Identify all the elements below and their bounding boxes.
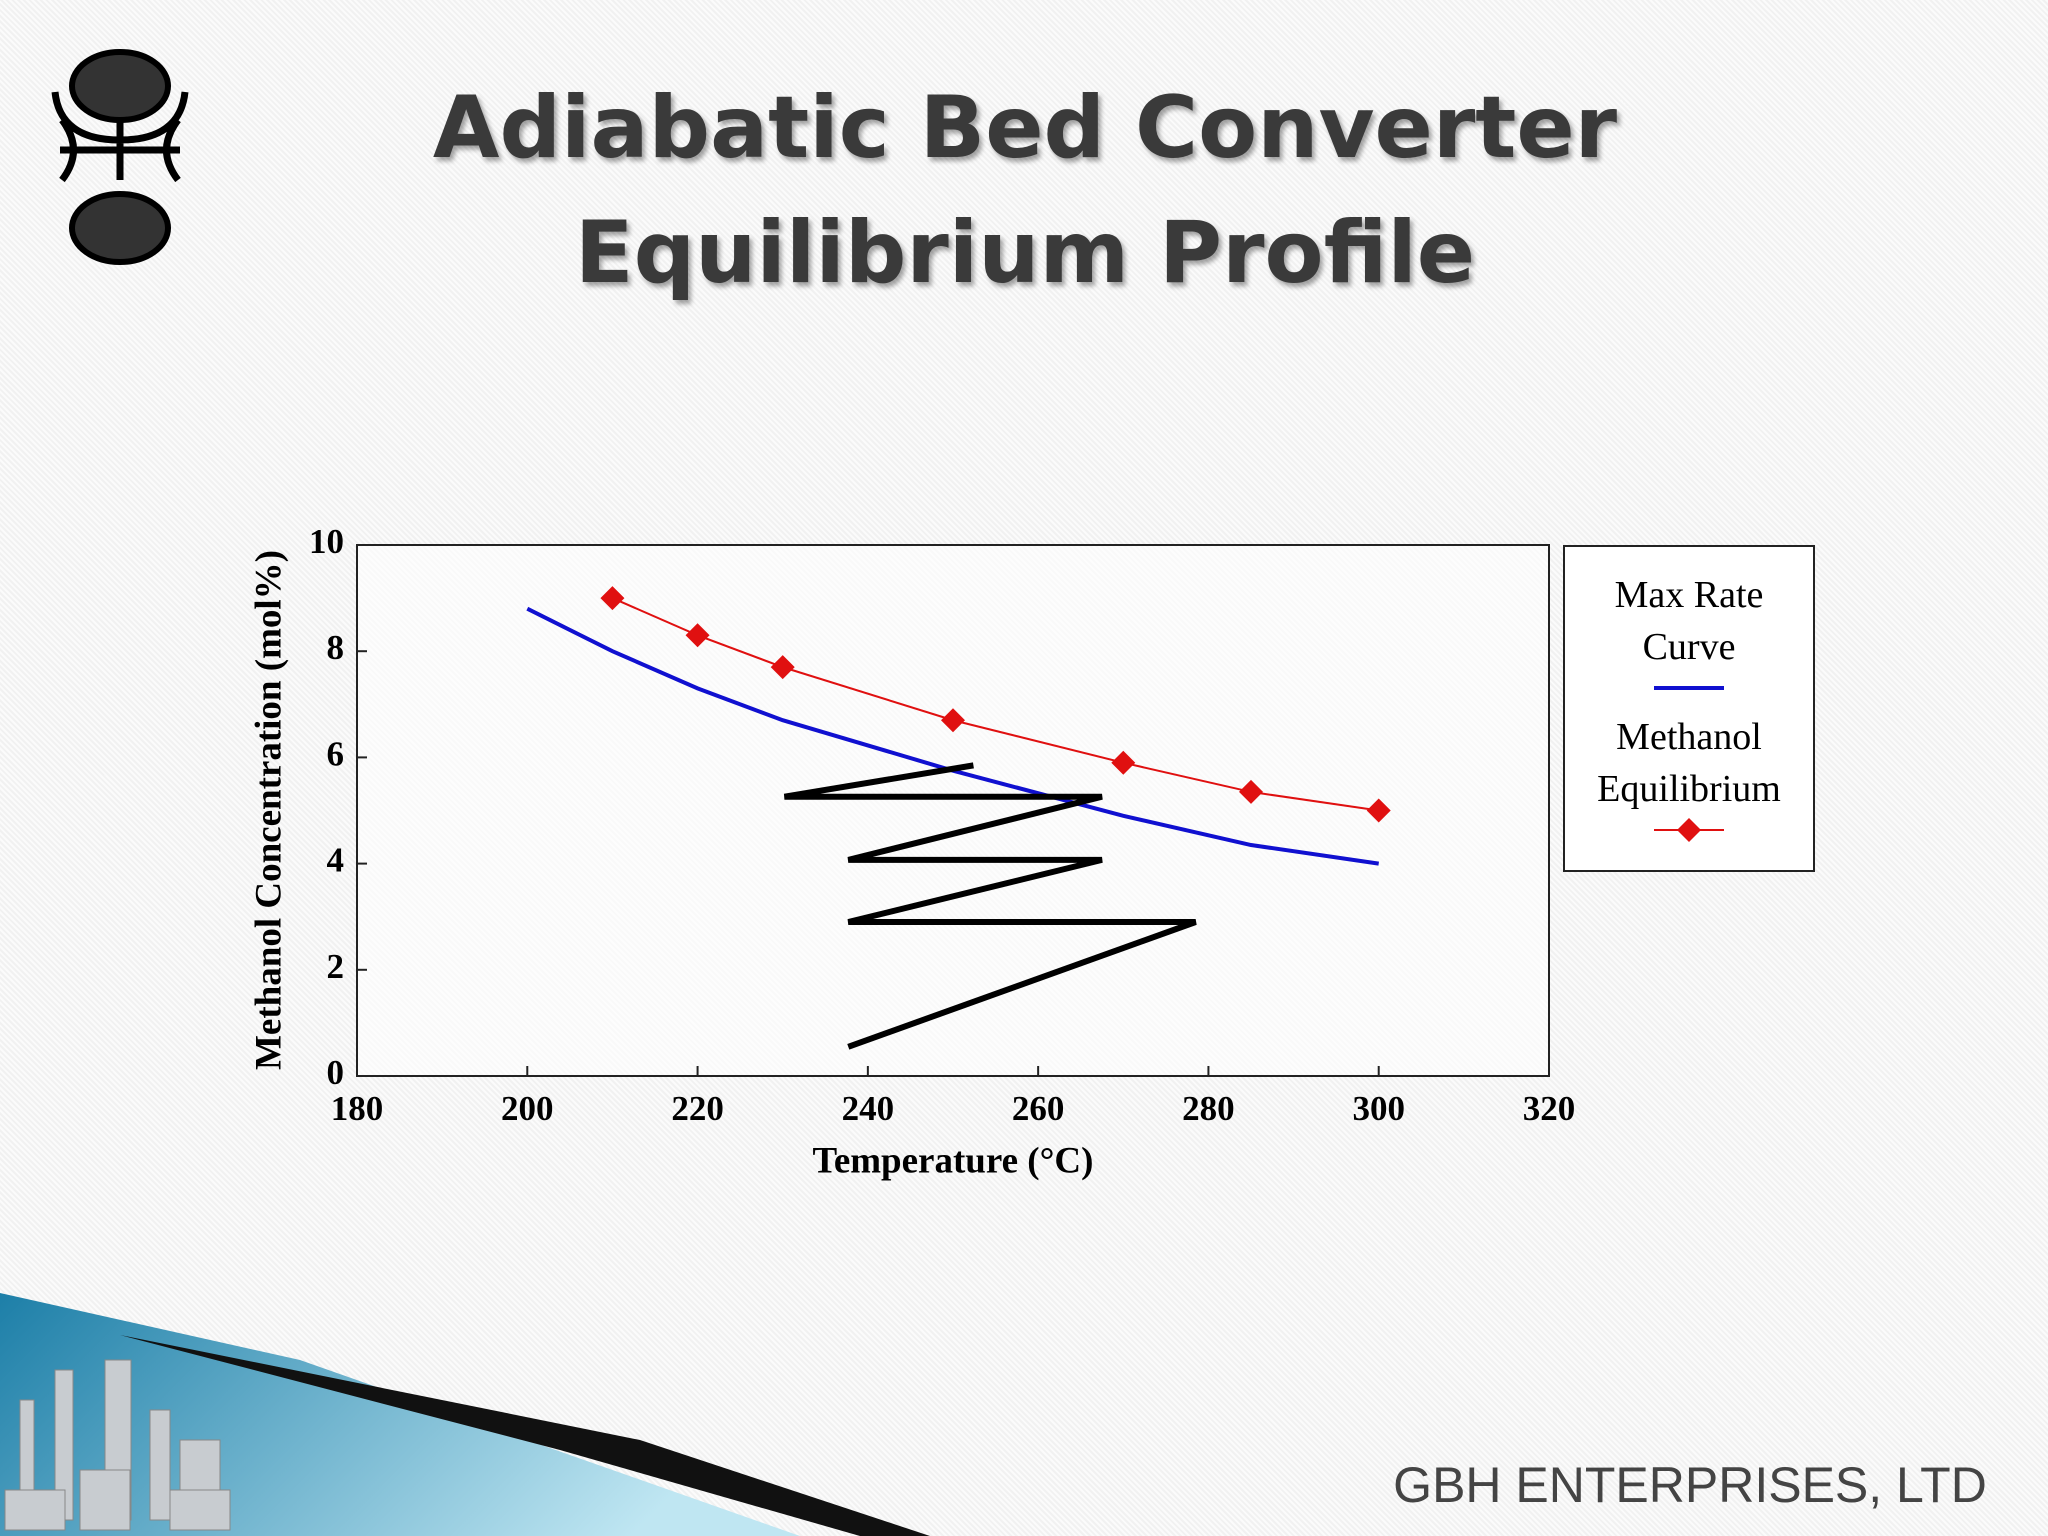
legend-label: Methanol Equilibrium — [1597, 716, 1781, 810]
footer-company: GBH ENTERPRISES, LTD — [1393, 1457, 1987, 1513]
x-tick-label: 200 — [501, 1089, 554, 1128]
decor-stripe — [120, 1335, 930, 1536]
series-line — [783, 762, 1197, 1050]
legend: Max Rate Curve Methanol Equilibrium — [1563, 545, 1815, 872]
x-tick-label: 180 — [331, 1089, 384, 1128]
x-axis-title: Temperature (°C) — [813, 1140, 1094, 1181]
x-tick-label: 220 — [671, 1089, 724, 1128]
legend-label: Max Rate Curve — [1614, 574, 1764, 668]
x-tick-label: 280 — [1182, 1089, 1235, 1128]
y-tick-label: 6 — [327, 734, 345, 773]
plot-frame — [356, 544, 1550, 1077]
decor-plant — [4, 1359, 231, 1531]
marker — [1111, 750, 1136, 775]
x-tick-label: 300 — [1352, 1089, 1405, 1128]
y-axis-title: Methanol Concentration (mol%) — [248, 550, 289, 1070]
marker — [941, 708, 965, 733]
x-tick-label: 320 — [1523, 1089, 1576, 1128]
series-line — [526, 606, 1380, 866]
title-line: Adiabatic Bed Converter — [432, 78, 1618, 178]
x-tick-label: 260 — [1012, 1089, 1065, 1128]
marker — [1239, 779, 1263, 804]
logo — [51, 49, 189, 265]
y-tick-label: 2 — [327, 947, 345, 986]
y-tick-label: 0 — [327, 1053, 345, 1092]
marker — [1366, 798, 1391, 823]
y-tick-label: 8 — [327, 628, 345, 667]
legend-marker — [1677, 818, 1701, 842]
marker — [685, 623, 710, 648]
y-tick-label: 10 — [309, 522, 344, 561]
marker — [600, 586, 625, 611]
y-tick-label: 4 — [327, 841, 345, 880]
legend-swatch — [1654, 818, 1724, 842]
legend-entry: Max Rate Curve — [1565, 569, 1813, 703]
x-tick-label: 240 — [842, 1089, 895, 1128]
legend-swatch — [1654, 686, 1724, 690]
marker — [770, 655, 795, 680]
legend-entry: Methanol Equilibrium — [1565, 711, 1813, 845]
title-line: Equilibrium Profile — [574, 203, 1476, 303]
